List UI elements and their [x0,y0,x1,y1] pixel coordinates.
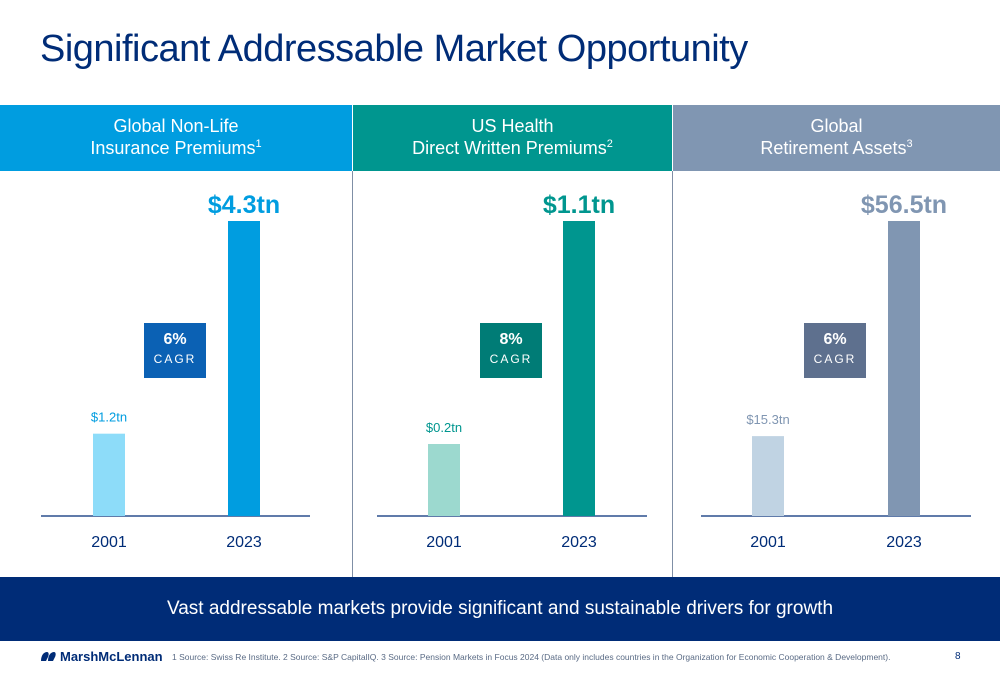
panel-retirement: Global Retirement Assets3 $15.3tn 2001 $56… [673,105,1000,577]
bar-2023 [563,221,595,516]
panel-divider [672,171,673,577]
data-label: $15.3tn [746,412,789,427]
company-logo: MarshMcLennan [40,649,163,664]
x-tick-label: 2023 [226,534,262,551]
panel-header-line2: Retirement Assets [760,138,907,158]
data-label: $0.2tn [426,420,462,435]
logo-text: MarshMcLennan [60,649,163,664]
x-tick-label: 2023 [886,534,922,551]
footnote-marker: 1 [255,138,262,150]
panel-divider [352,171,353,577]
cagr-badge: 8% CAGR [480,323,542,378]
cagr-label: CAGR [813,352,857,366]
data-label: $4.3tn [208,191,280,219]
cagr-label: CAGR [489,352,533,366]
panel-header: Global Non-Life Insurance Premiums1 [0,105,352,171]
data-label: $1.1tn [543,191,615,219]
bar-2001 [428,444,460,516]
panel-header: US Health Direct Written Premiums2 [353,105,672,171]
x-tick-label: 2001 [750,534,786,551]
panel-header: Global Retirement Assets3 [673,105,1000,171]
chart-panels: Global Non-Life Insurance Premiums1 $1.2… [0,105,1000,577]
x-tick-label: 2001 [426,534,462,551]
panel-non-life: Global Non-Life Insurance Premiums1 $1.2… [0,105,352,577]
data-label: $56.5tn [861,191,947,219]
cagr-value: 8% [499,331,523,348]
cagr-label: CAGR [153,352,197,366]
panel-us-health: US Health Direct Written Premiums2 $0.2t… [353,105,672,577]
data-label: $1.2tn [91,410,127,425]
summary-banner: Vast addressable markets provide signifi… [0,577,1000,641]
cagr-badge: 6% CAGR [144,323,206,378]
page-title: Significant Addressable Market Opportuni… [40,28,748,70]
footer: MarshMcLennan 1 Source: Swiss Re Institu… [0,641,1000,685]
bar-chart: $0.2tn 2001 $1.1tn 2023 [377,191,647,551]
logo-mark-icon [41,652,56,661]
footnote-marker: 2 [606,138,613,150]
bar-2023 [228,221,260,516]
bar-2023 [888,221,920,516]
bar-chart: $1.2tn 2001 $4.3tn 2023 [41,191,310,551]
bar-2001 [93,433,125,516]
panel-header-line2: Insurance Premiums [90,138,256,158]
cagr-value: 6% [823,331,847,348]
panel-header-line1: Global [810,116,863,136]
x-tick-label: 2001 [91,534,127,551]
x-tick-label: 2023 [561,534,597,551]
panel-header-line1: US Health [471,116,554,136]
source-footnote: 1 Source: Swiss Re Institute. 2 Source: … [172,652,891,662]
panel-header-line1: Global Non-Life [113,116,239,136]
page-number: 8 [955,651,961,662]
bar-2001 [752,436,784,516]
cagr-badge: 6% CAGR [804,323,866,378]
cagr-value: 6% [163,331,187,348]
panel-header-line2: Direct Written Premiums [412,138,607,158]
bar-chart: $15.3tn 2001 $56.5tn 2023 [701,191,971,551]
footnote-marker: 3 [906,138,913,150]
